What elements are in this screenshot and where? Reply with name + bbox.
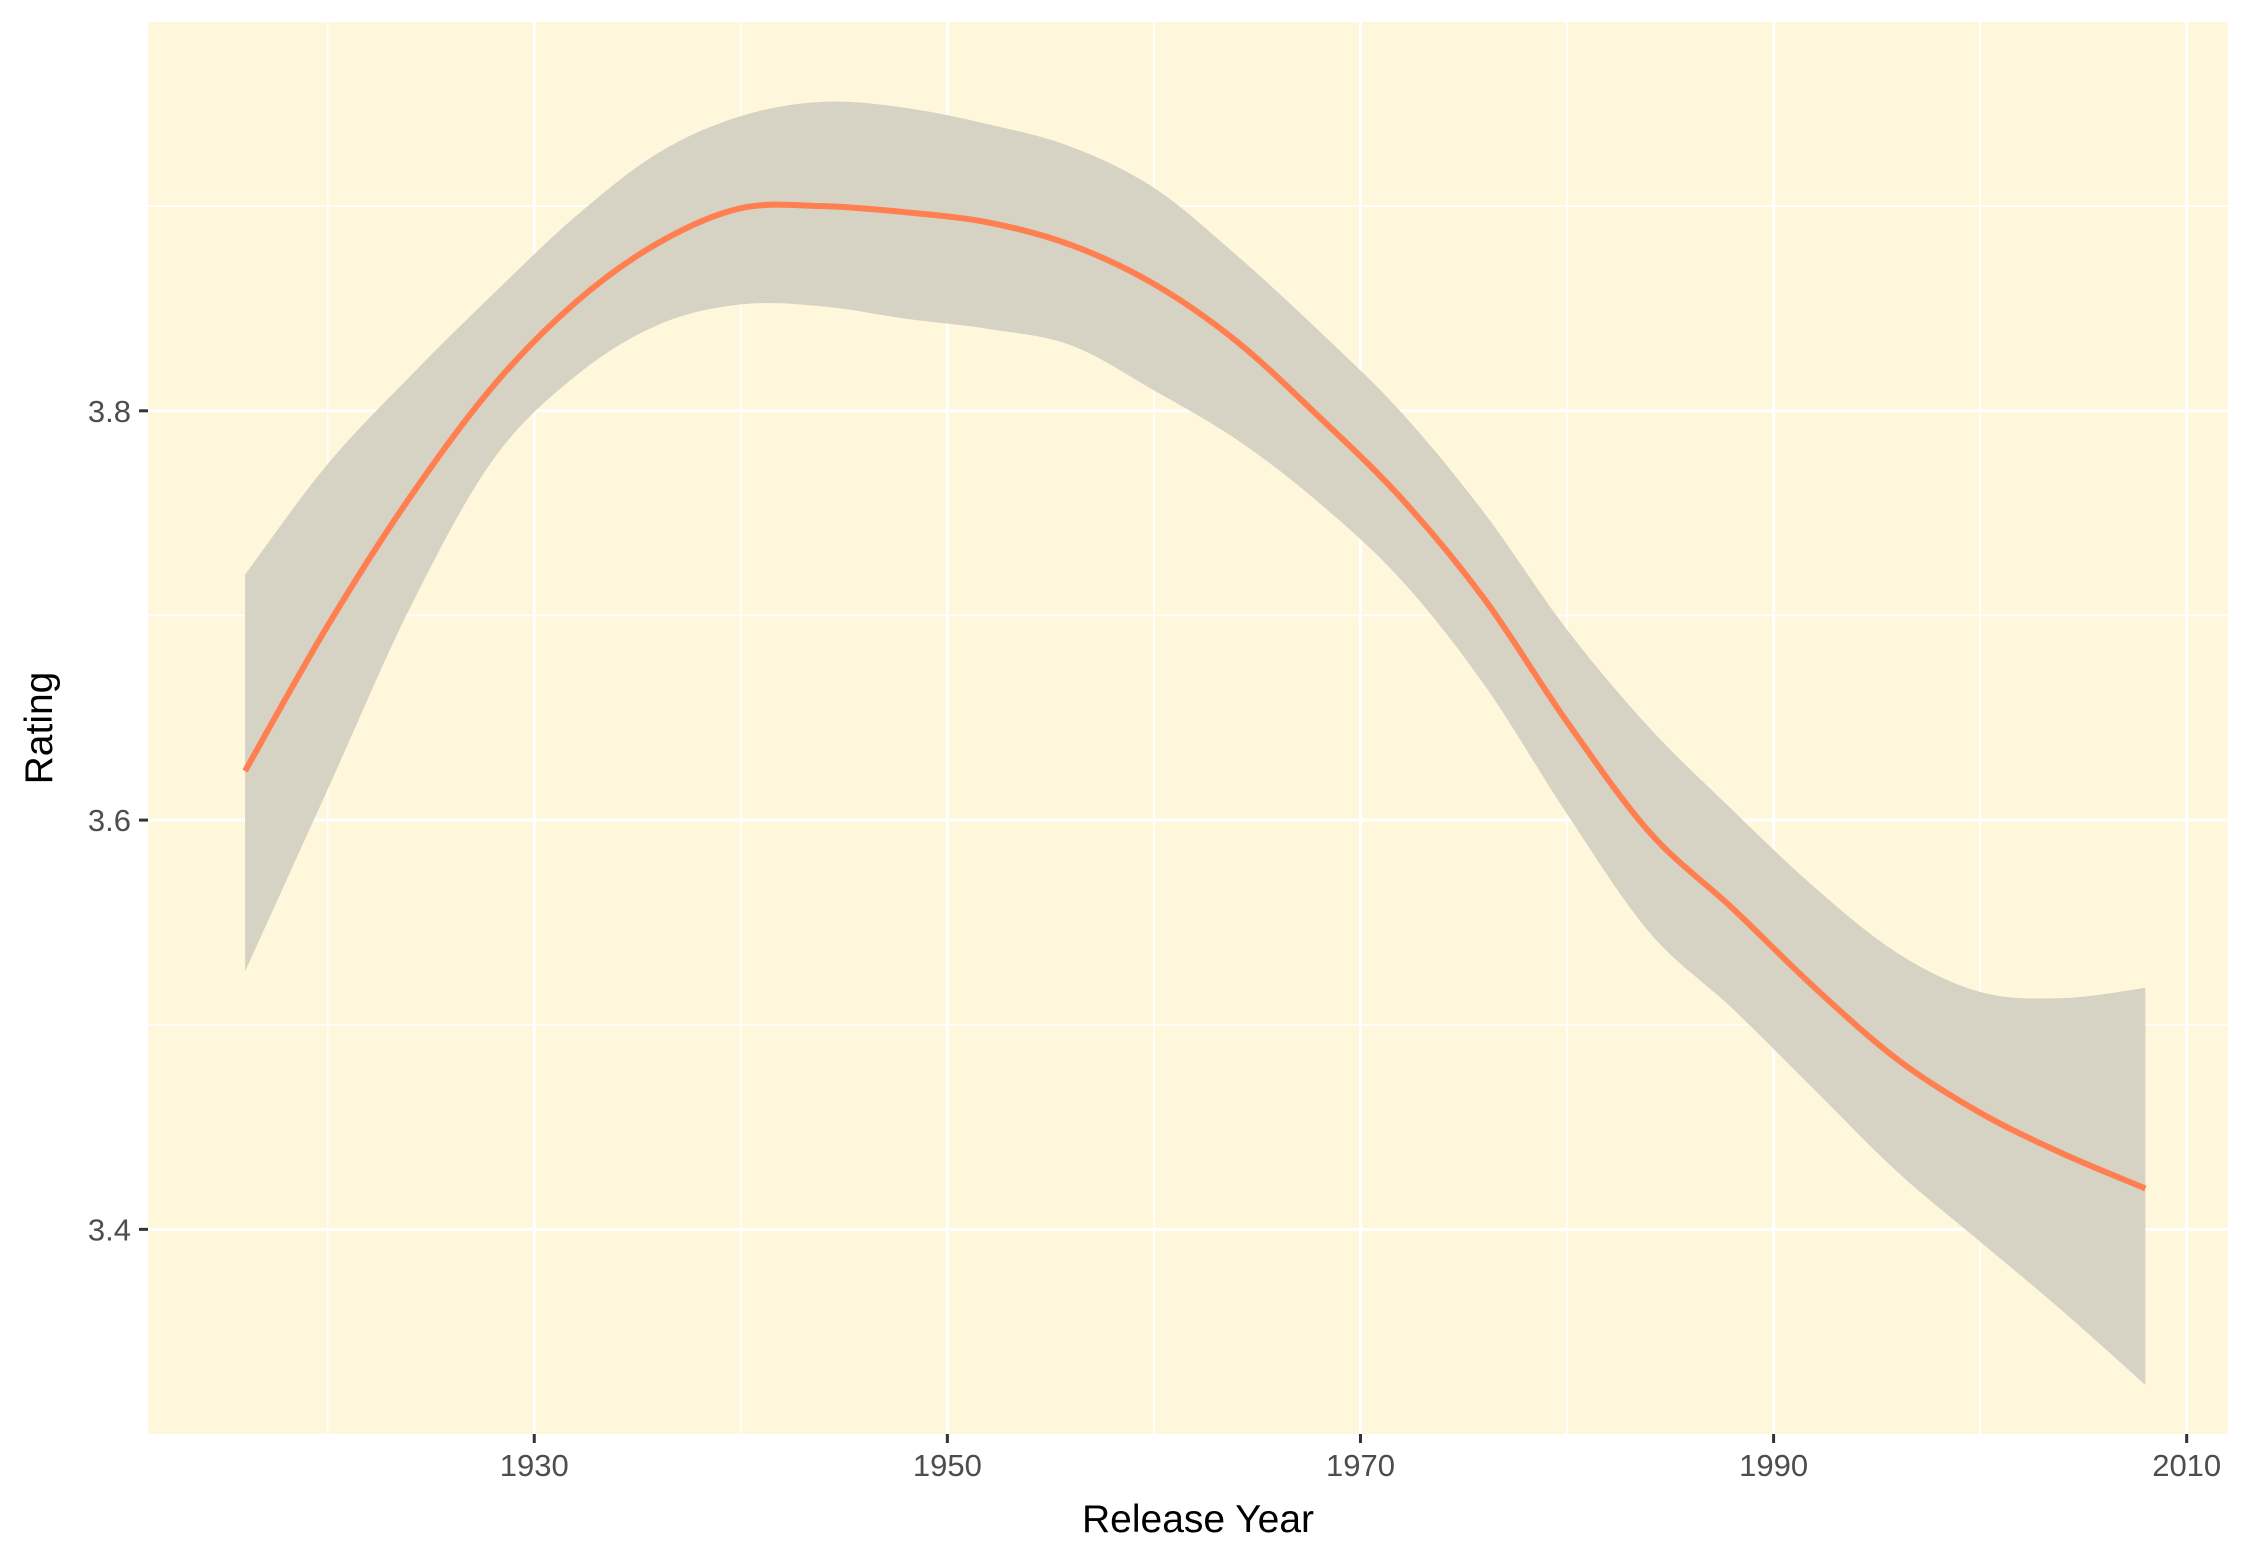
confidence-band-layer xyxy=(245,101,2146,1385)
y-tick-label: 3.4 xyxy=(88,1212,131,1247)
y-tick-label: 3.8 xyxy=(88,394,131,429)
y-axis-title: Rating xyxy=(18,672,61,785)
line-layer xyxy=(242,201,2147,1192)
x-tick-label: 1930 xyxy=(500,1448,569,1483)
trend-line xyxy=(242,201,2147,1192)
x-tick-label: 2010 xyxy=(2152,1448,2221,1483)
x-tick-label: 1950 xyxy=(913,1448,982,1483)
confidence-band xyxy=(245,101,2146,1385)
x-tick-label: 1990 xyxy=(1739,1448,1808,1483)
x-axis-title: Release Year xyxy=(1082,1498,1314,1541)
y-tick-label: 3.6 xyxy=(88,803,131,838)
axis-layer: 1930 1950 1970 1990 2010 3.4 3.6 3.8 xyxy=(88,394,2221,1483)
x-tick-label: 1970 xyxy=(1326,1448,1395,1483)
